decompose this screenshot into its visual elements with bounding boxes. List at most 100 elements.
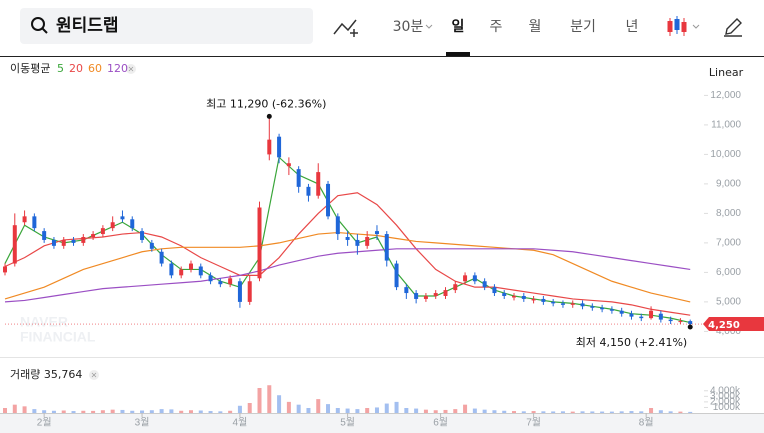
volume-title: 거래량 35,764: [10, 368, 82, 381]
candle-body: [100, 228, 105, 235]
volume-bar: [228, 410, 233, 413]
candle-body: [512, 296, 517, 298]
volume-bar: [32, 409, 37, 413]
volume-bar: [237, 405, 242, 413]
volume-bar: [130, 410, 135, 413]
volume-bar: [521, 411, 526, 413]
volume-bar: [443, 409, 448, 413]
candle-body: [668, 319, 673, 322]
candle-body: [22, 216, 27, 223]
volume-bar: [658, 410, 663, 413]
volume-bar: [306, 408, 311, 413]
close-icon[interactable]: [89, 370, 99, 380]
candle-body: [159, 251, 164, 264]
candle-body: [521, 296, 526, 299]
volume-tick-label: 4,000k: [710, 385, 741, 396]
ma-legend-entry[interactable]: 120: [107, 62, 128, 75]
y-tick-label: 7,000: [716, 238, 741, 249]
volume-bar: [404, 408, 409, 413]
candle-body: [600, 307, 605, 310]
search-box[interactable]: [20, 8, 313, 44]
candle-body: [335, 216, 340, 235]
candle-body: [130, 219, 135, 229]
y-tick-label: 5,000: [716, 297, 741, 308]
volume-bar: [384, 403, 389, 413]
candle-body: [110, 222, 115, 229]
volume-bar: [326, 404, 331, 413]
volume-bar: [100, 410, 105, 413]
ma-legend-entry[interactable]: 20: [69, 62, 83, 75]
volume-bar: [267, 385, 272, 413]
close-icon[interactable]: ×: [128, 65, 135, 74]
volume-bar: [247, 403, 252, 413]
ma-legend-entry[interactable]: 60: [88, 62, 102, 75]
volume-bar: [296, 404, 301, 413]
period-tab[interactable]: 일: [452, 19, 465, 35]
candle-body: [247, 281, 252, 302]
candle-body: [12, 225, 17, 264]
candle-body: [551, 301, 556, 304]
candle-body: [179, 269, 184, 276]
period-tab[interactable]: 30분: [393, 19, 424, 35]
y-tick-label: 12,000: [710, 90, 741, 101]
volume-bar: [492, 410, 497, 413]
volume-bar: [600, 411, 605, 413]
close-icon[interactable]: ×: [91, 371, 98, 380]
watermark: FINANCIAL: [20, 329, 96, 345]
ma-legend-entry[interactable]: 5: [57, 62, 64, 75]
volume-bar: [179, 410, 184, 413]
draw-icon[interactable]: [724, 18, 742, 37]
volume-tick-label: 3,000k: [710, 391, 741, 402]
period-tab[interactable]: 분기: [570, 19, 596, 35]
candle-body: [678, 321, 683, 323]
volume-bar: [619, 411, 624, 413]
volume-bar: [286, 401, 291, 413]
period-tab[interactable]: 주: [490, 19, 503, 35]
volume-bar: [345, 408, 350, 413]
candle-body: [208, 275, 213, 282]
volume-bar: [42, 410, 47, 413]
candle-body: [463, 275, 468, 282]
candle-body: [688, 321, 693, 325]
dropdown-chevron: [425, 24, 433, 29]
period-tab[interactable]: 월: [529, 19, 542, 35]
volume-bar: [149, 410, 154, 413]
indicator-icon[interactable]: [333, 19, 358, 37]
candle-body: [81, 237, 86, 243]
search-icon: [31, 17, 45, 31]
x-tick-label: 7월: [526, 417, 541, 429]
volume-bar: [218, 411, 223, 413]
x-tick-label: 8월: [639, 417, 654, 429]
candle-body: [32, 216, 37, 229]
candle-body: [355, 239, 360, 246]
candle-body: [277, 136, 282, 158]
close-icon[interactable]: [126, 64, 136, 74]
annotation-dot: [687, 324, 693, 330]
candle-body: [91, 234, 96, 237]
volume-bar: [159, 409, 164, 413]
volume-bar: [580, 411, 585, 413]
volume-bar: [609, 411, 614, 413]
volume-bar: [91, 410, 96, 413]
candle-body: [326, 183, 331, 217]
period-tab[interactable]: 년: [626, 19, 639, 35]
volume-bar: [3, 408, 7, 413]
volume-bar: [51, 410, 56, 413]
volume-tick-label: 2,000k: [710, 397, 741, 408]
annotation: 최저 4,150 (+2.41%): [576, 336, 687, 349]
watermark: NAVER: [20, 314, 68, 330]
volume-bar: [678, 411, 683, 413]
candle-body: [149, 242, 154, 249]
volume-bar: [531, 411, 536, 413]
volume-bar: [668, 411, 673, 413]
candle-body: [61, 239, 66, 246]
volume-bar: [629, 411, 634, 413]
candle-body: [531, 298, 536, 301]
candle-body: [649, 310, 654, 319]
candle-body: [560, 303, 565, 305]
period-underline: [446, 52, 470, 56]
chart-type-icon[interactable]: [667, 16, 700, 36]
y-tick-label: 9,000: [716, 179, 741, 190]
volume-bar: [316, 399, 321, 413]
scale-label[interactable]: Linear: [709, 66, 744, 79]
